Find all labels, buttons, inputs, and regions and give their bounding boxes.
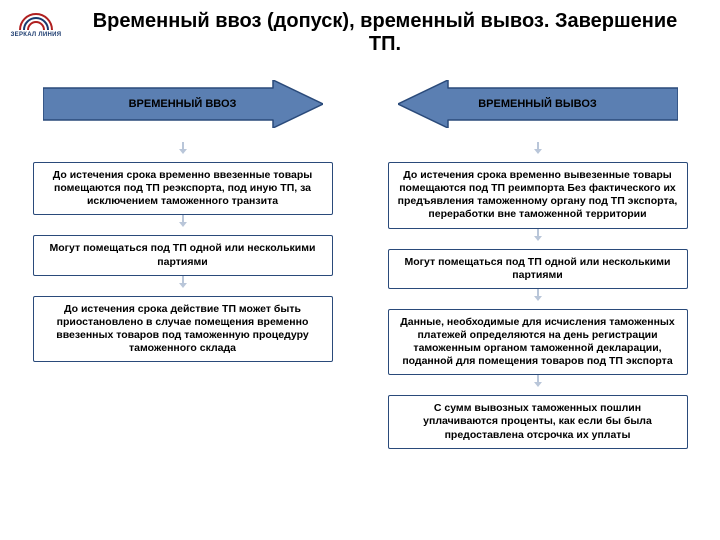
right-node-1: До истечения срока временно вывезенные т… (388, 162, 688, 229)
right-column: ВРЕМЕННЫЙ ВЫВОЗ До истечения срока време… (375, 80, 700, 449)
logo-text: ЗЕРКАЛ ЛИНИЯ (11, 32, 62, 38)
left-header-label: ВРЕМЕННЫЙ ВВОЗ (43, 80, 323, 128)
right-header-label: ВРЕМЕННЫЙ ВЫВОЗ (398, 80, 678, 128)
connector (182, 215, 184, 225)
diagram-columns: ВРЕМЕННЫЙ ВВОЗ До истечения срока времен… (20, 80, 700, 449)
logo-arcs-icon (16, 8, 56, 32)
connector (182, 142, 184, 152)
connector (537, 229, 539, 239)
logo: ЗЕРКАЛ ЛИНИЯ (8, 8, 64, 48)
connector (537, 142, 539, 152)
right-node-2: Могут помещаться под ТП одной или нескол… (388, 249, 688, 289)
left-node-2: Могут помещаться под ТП одной или нескол… (33, 235, 333, 275)
left-arrow-header: ВРЕМЕННЫЙ ВВОЗ (43, 80, 323, 128)
connector (182, 276, 184, 286)
connector (537, 375, 539, 385)
right-node-4: С сумм вывозных таможенных пошлин уплачи… (388, 395, 688, 448)
connector (537, 289, 539, 299)
right-arrow-header: ВРЕМЕННЫЙ ВЫВОЗ (398, 80, 678, 128)
left-node-1: До истечения срока временно ввезенные то… (33, 162, 333, 215)
right-node-3: Данные, необходимые для исчисления тамож… (388, 309, 688, 376)
left-column: ВРЕМЕННЫЙ ВВОЗ До истечения срока времен… (20, 80, 345, 449)
page-title: Временный ввоз (допуск), временный вывоз… (80, 10, 690, 56)
left-node-3: До истечения срока действие ТП может быт… (33, 296, 333, 363)
